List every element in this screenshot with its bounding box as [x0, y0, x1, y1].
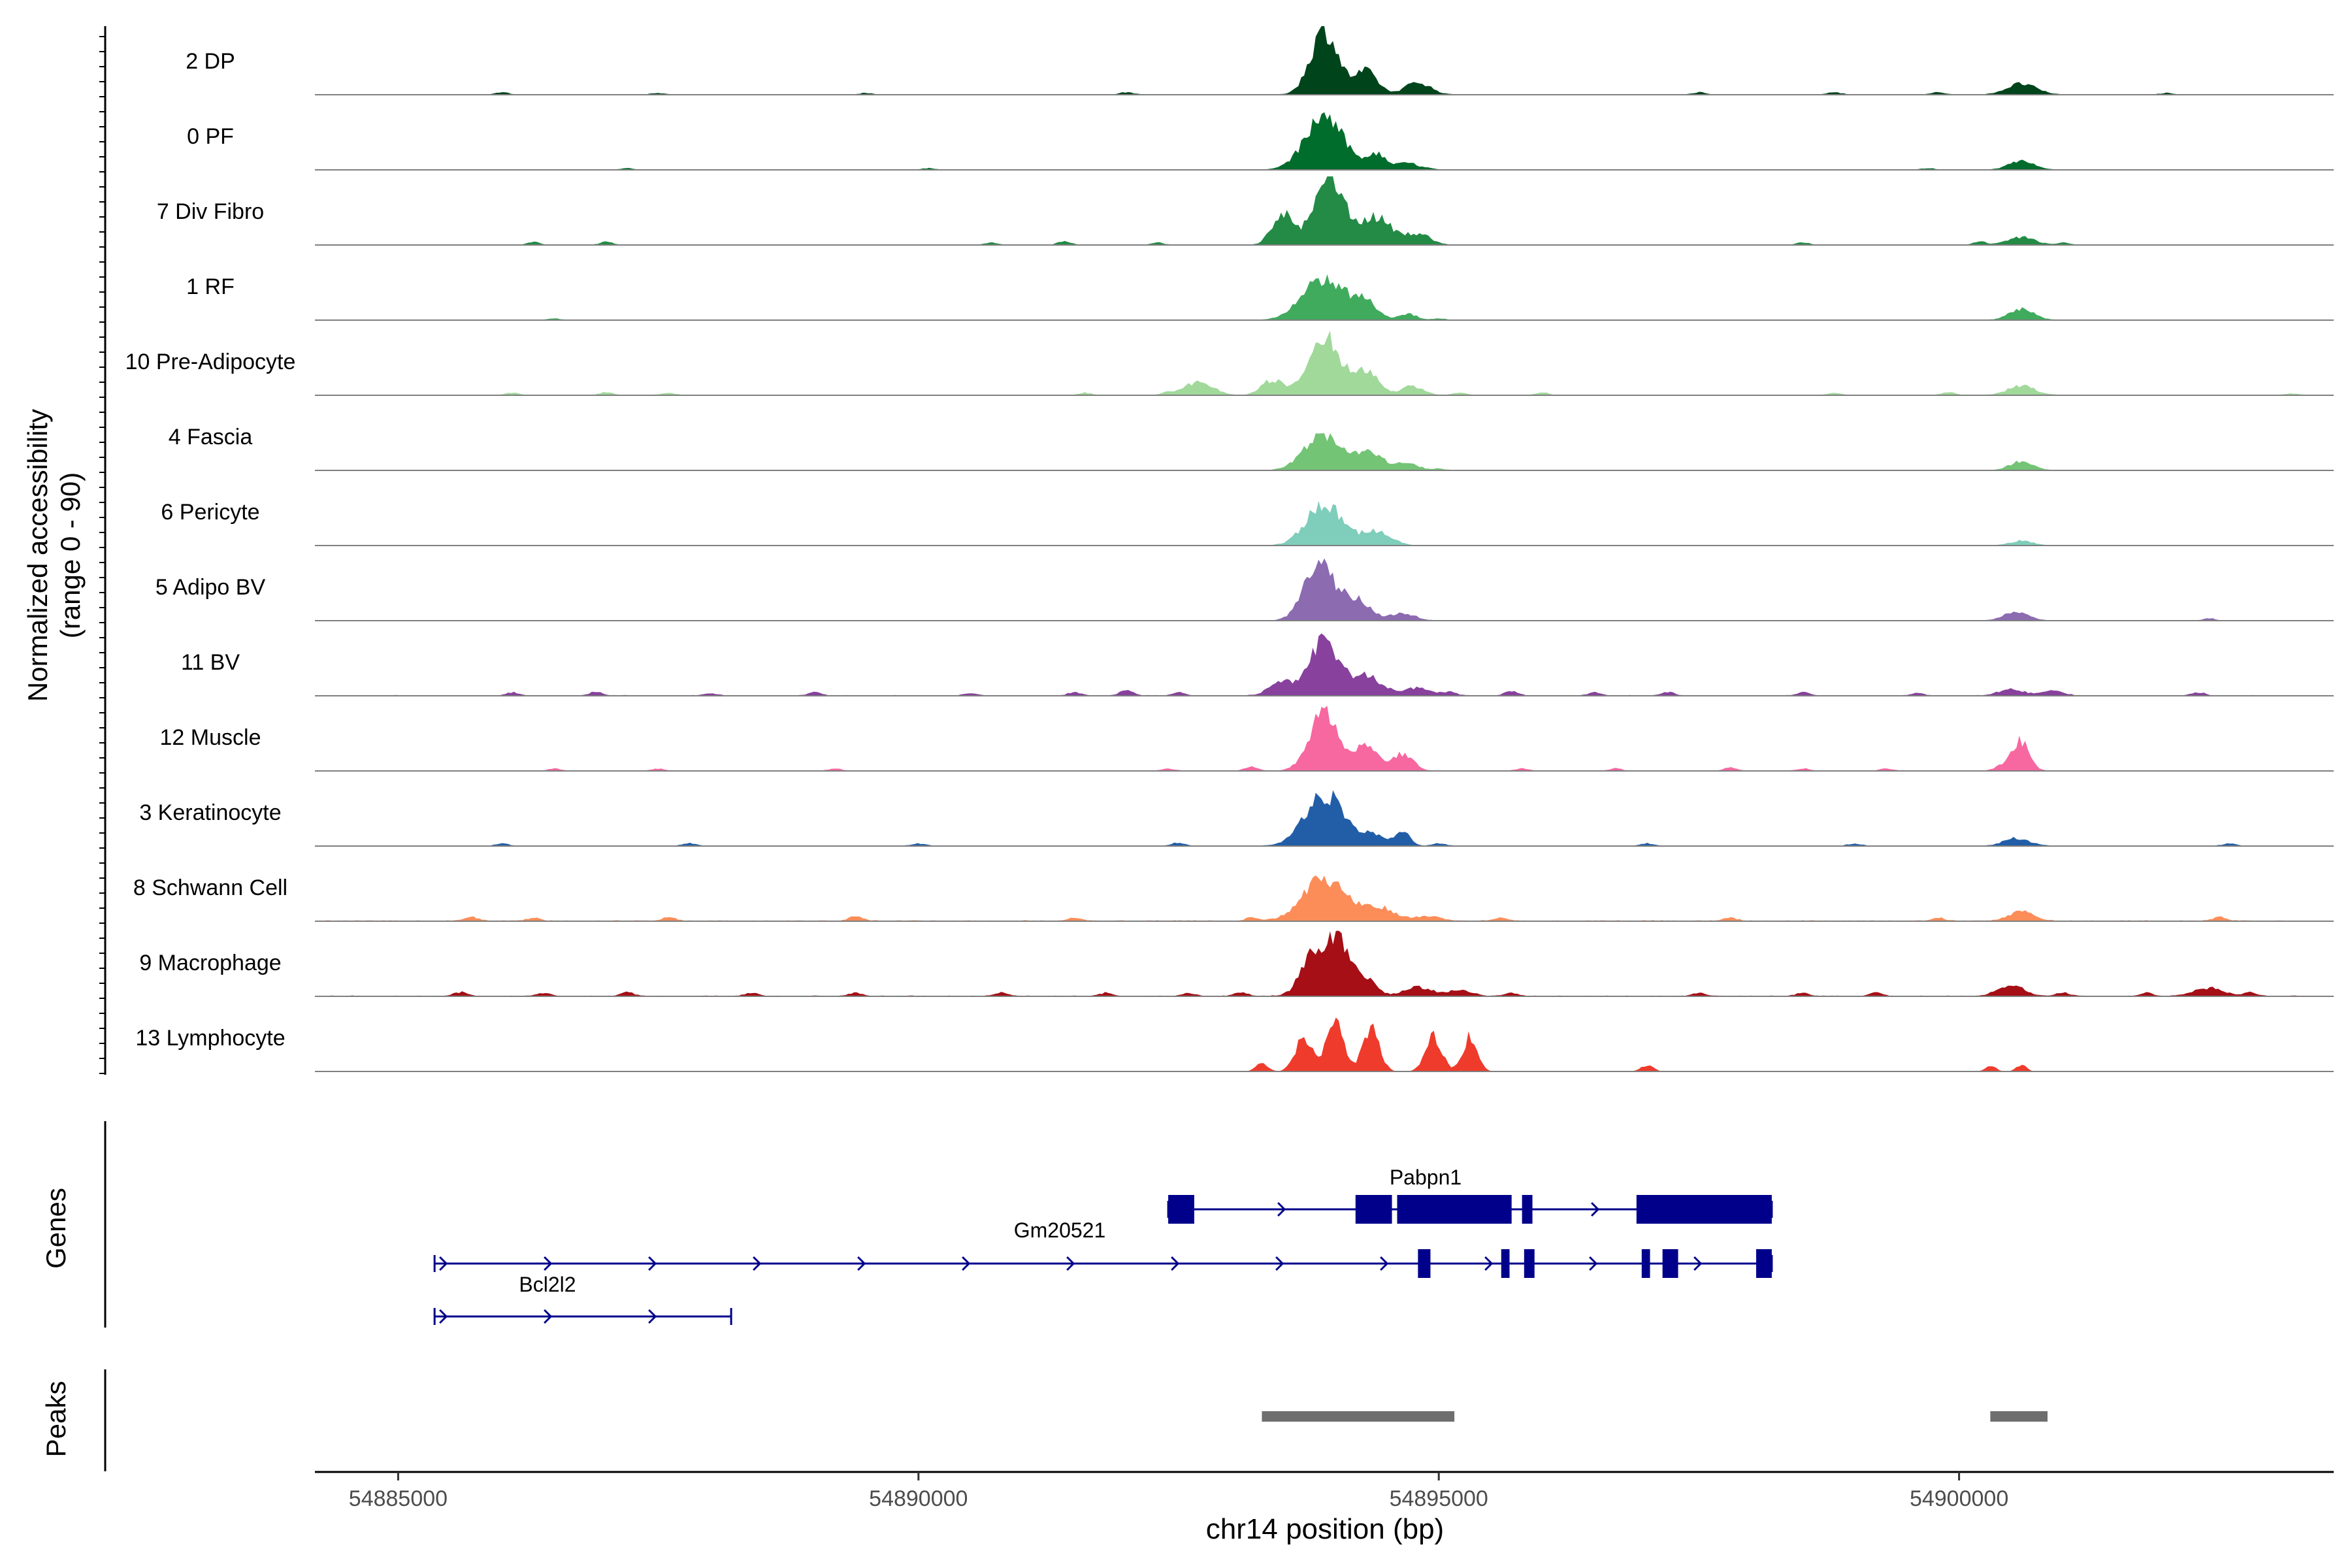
strand-arrow	[753, 1256, 762, 1271]
exon	[1355, 1195, 1392, 1224]
strand-arrow	[1693, 1256, 1703, 1271]
strand-arrow	[1066, 1256, 1075, 1271]
strand-arrow	[439, 1309, 448, 1324]
strand-arrow	[1591, 1201, 1600, 1217]
strand-arrow	[1380, 1256, 1389, 1271]
exon	[1636, 1195, 1772, 1224]
peak-bar	[1990, 1411, 2048, 1422]
coverage-area	[315, 112, 2334, 170]
track: 0 PF	[187, 112, 2334, 171]
exon	[1522, 1195, 1533, 1224]
strand-arrow	[1589, 1256, 1598, 1271]
exon	[1524, 1249, 1535, 1278]
peaks-section-label: Peaks	[41, 1381, 71, 1458]
exon	[1501, 1249, 1510, 1278]
track: 5 Adipo BV	[155, 558, 2334, 621]
track: 2 DP	[186, 26, 2334, 95]
gene-bcl2l2: Bcl2l2	[433, 1273, 732, 1325]
strand-arrow	[648, 1309, 657, 1324]
y-axis-label-line-2: (range 0 - 90)	[55, 472, 86, 638]
track-label: 4 Fascia	[169, 425, 253, 449]
y-axis-label-line-1: Normalized accessibility	[22, 409, 53, 702]
strand-arrow	[544, 1309, 553, 1324]
track-label: 9 Macrophage	[139, 951, 281, 975]
track-label: 3 Keratinocyte	[139, 800, 281, 825]
coverage-area	[315, 331, 2334, 395]
x-tick-label: 54900000	[1910, 1486, 2008, 1511]
strand-arrow	[1484, 1256, 1494, 1271]
peaks-section: Peaks	[41, 1369, 2048, 1471]
track-label: 6 Pericyte	[161, 500, 259, 525]
track-label: 1 RF	[186, 274, 235, 299]
strand-arrow	[1277, 1201, 1286, 1217]
track: 9 Macrophage	[139, 930, 2334, 997]
exon	[1641, 1249, 1650, 1278]
track-label: 12 Muscle	[160, 725, 261, 750]
x-axis: chr14 position (bp) 54885000 54890000 5489…	[315, 1471, 2334, 1545]
coverage-area	[315, 875, 2334, 921]
track: 11 BV	[181, 633, 2334, 696]
track-label: 5 Adipo BV	[155, 575, 266, 600]
coverage-y-axis	[99, 26, 106, 1075]
coverage-area	[315, 558, 2334, 621]
genes-section: Genes Pabpn1 Gm20521 Bcl2l2	[41, 1121, 1773, 1328]
strand-arrow	[962, 1256, 971, 1271]
coverage-area	[315, 274, 2334, 320]
coverage-area	[315, 176, 2334, 245]
gene-label: Bcl2l2	[519, 1273, 576, 1296]
track-label: 8 Schwann Cell	[133, 875, 287, 900]
exon	[1418, 1249, 1431, 1278]
x-tick-label: 54890000	[869, 1486, 968, 1511]
exon	[1168, 1195, 1194, 1224]
coverage-area	[315, 500, 2334, 546]
track: 7 Div Fibro	[157, 176, 2334, 246]
gene-gm20521: Gm20521	[433, 1218, 1773, 1278]
coverage-area	[315, 26, 2334, 95]
track-label: 13 Lymphocyte	[135, 1026, 285, 1051]
track: 6 Pericyte	[161, 500, 2334, 546]
exon	[1397, 1195, 1512, 1224]
track-label: 7 Div Fibro	[157, 199, 264, 224]
track: 8 Schwann Cell	[133, 875, 2334, 922]
strand-arrow	[648, 1256, 657, 1271]
track: 3 Keratinocyte	[139, 790, 2334, 847]
exon	[1756, 1249, 1772, 1278]
track-label: 2 DP	[186, 49, 235, 74]
strand-arrow	[1275, 1256, 1284, 1271]
y-axis-label: Normalized accessibility (range 0 - 90)	[22, 409, 86, 702]
coverage-area	[315, 433, 2334, 470]
peak-bar	[1262, 1411, 1455, 1422]
genes-section-label: Genes	[41, 1188, 71, 1269]
coverage-area	[315, 1017, 2334, 1071]
x-axis-label: chr14 position (bp)	[1206, 1513, 1444, 1545]
strand-arrow	[1171, 1256, 1180, 1271]
coverage-area	[315, 790, 2334, 846]
gene-pabpn1: Pabpn1	[1167, 1166, 1773, 1224]
track-label: 0 PF	[187, 124, 234, 149]
strand-arrow	[857, 1256, 866, 1271]
gene-label: Gm20521	[1014, 1218, 1106, 1242]
track: 10 Pre-Adipocyte	[125, 331, 2334, 396]
gene-label: Pabpn1	[1390, 1166, 1462, 1189]
track: 12 Muscle	[160, 706, 2334, 772]
strand-arrow	[544, 1256, 553, 1271]
exon	[1662, 1249, 1678, 1278]
track: 1 RF	[186, 274, 2334, 321]
track: 4 Fascia	[169, 425, 2334, 471]
strand-arrow	[439, 1256, 448, 1271]
track-label: 10 Pre-Adipocyte	[125, 350, 296, 374]
track: 13 Lymphocyte	[135, 1017, 2334, 1072]
coverage-tracks: 2 DP 0 PF 7 Div Fibro 1 RF 10 Pre-Adipocyte 4…	[125, 26, 2334, 1072]
x-tick-label: 54885000	[349, 1486, 448, 1511]
coverage-area	[315, 930, 2334, 996]
coverage-area	[315, 706, 2334, 771]
track-label: 11 BV	[181, 650, 240, 675]
x-tick-label: 54895000	[1390, 1486, 1488, 1511]
coverage-area	[315, 633, 2334, 696]
